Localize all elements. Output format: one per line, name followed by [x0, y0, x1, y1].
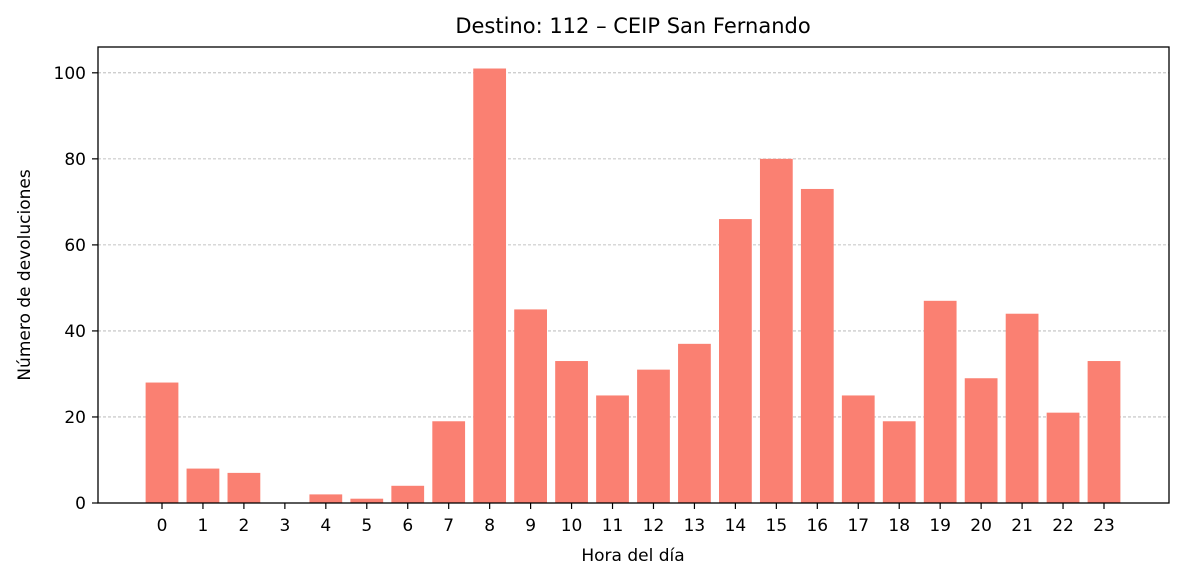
x-tick-label: 3	[279, 516, 290, 536]
x-tick-label: 4	[320, 516, 331, 536]
bar-hour-22	[1046, 412, 1080, 503]
bar-hour-17	[841, 395, 875, 503]
bar-hour-2	[227, 472, 261, 503]
bar-hour-11	[596, 395, 629, 503]
bar-hour-10	[555, 361, 588, 503]
x-tick-label: 18	[888, 516, 910, 536]
x-tick-label: 12	[643, 516, 665, 536]
x-tick-label: 11	[602, 516, 624, 536]
x-tick-label: 5	[361, 516, 372, 536]
x-tick-label: 21	[1011, 516, 1033, 536]
bar-hour-18	[882, 421, 916, 503]
y-tick-label: 40	[64, 322, 86, 342]
x-tick-label: 20	[970, 516, 992, 536]
bar-hour-4	[309, 494, 343, 503]
x-tick-label: 6	[402, 516, 413, 536]
y-tick-label: 80	[64, 150, 86, 170]
bar-hour-21	[1005, 313, 1039, 503]
bar-hour-9	[514, 309, 547, 503]
x-axis-label: Hora del día	[581, 546, 684, 566]
bar-hour-1	[186, 468, 220, 503]
x-tick-label: 8	[484, 516, 495, 536]
x-tick-label: 19	[929, 516, 951, 536]
bar-hour-5	[350, 498, 384, 503]
x-tick-label: 23	[1093, 516, 1115, 536]
y-tick-label: 60	[64, 236, 86, 256]
bar-hour-0	[145, 382, 179, 503]
x-tick-label: 15	[766, 516, 788, 536]
x-tick-label: 0	[157, 516, 168, 536]
bar-hour-14	[719, 219, 752, 503]
y-tick-label: 20	[64, 408, 86, 428]
chart-title: Destino: 112 – CEIP San Fernando	[455, 14, 810, 38]
y-axis-ticks: 0 20 40 60 80 100	[54, 64, 98, 514]
bars	[145, 68, 1121, 504]
x-tick-label: 2	[238, 516, 249, 536]
bar-hour-7	[432, 421, 466, 503]
bar-hour-6	[391, 485, 425, 503]
bar-hour-15	[759, 158, 793, 503]
x-tick-label: 14	[725, 516, 747, 536]
x-tick-label: 10	[561, 516, 583, 536]
y-axis-label: Número de devoluciones	[15, 169, 35, 380]
x-tick-label: 9	[525, 516, 536, 536]
bar-hour-13	[678, 343, 711, 503]
y-tick-label: 0	[75, 494, 86, 514]
bar-hour-23	[1087, 361, 1121, 503]
x-tick-label: 17	[847, 516, 869, 536]
bar-hour-19	[923, 300, 957, 503]
bar-hour-8	[473, 68, 507, 504]
bar-hour-16	[800, 188, 834, 503]
y-tick-label: 100	[54, 64, 86, 84]
x-axis-ticks: 0 1 2 3 4 5 6 7 8 9 10 11 12 13 14 15 16 17 18 19 20 21 22 23	[157, 503, 1115, 536]
x-tick-label: 1	[198, 516, 209, 536]
plot-frame	[97, 46, 1170, 504]
x-tick-label: 7	[443, 516, 454, 536]
x-tick-label: 22	[1052, 516, 1074, 536]
bar-hour-12	[637, 369, 670, 503]
x-tick-label: 16	[806, 516, 828, 536]
bar-hour-20	[964, 378, 998, 503]
x-tick-label: 13	[684, 516, 706, 536]
